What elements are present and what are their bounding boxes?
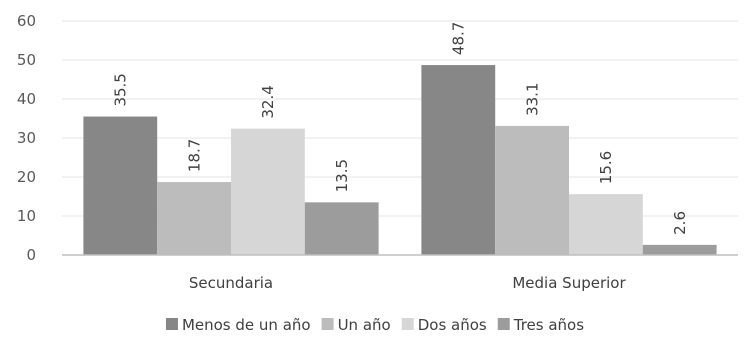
legend: Menos de un año Un año Dos años Tres años xyxy=(165,316,584,334)
legend-swatch xyxy=(497,318,510,330)
y-axis: 0 10 20 30 40 50 60 xyxy=(17,12,36,264)
legend-item: Un año xyxy=(321,316,391,334)
legend-item: Dos años xyxy=(401,316,487,334)
y-tick-label: 60 xyxy=(17,12,36,30)
legend-label: Un año xyxy=(338,316,391,334)
legend-swatch xyxy=(321,318,334,330)
y-tick-label: 50 xyxy=(17,51,36,69)
bar xyxy=(642,244,717,255)
data-label: 48.7 xyxy=(450,22,468,55)
legend-swatch xyxy=(165,318,178,330)
data-label: 35.5 xyxy=(112,73,130,106)
bar xyxy=(569,194,643,255)
data-label: 33.1 xyxy=(523,83,541,116)
bars xyxy=(83,65,717,255)
data-label: 13.5 xyxy=(333,159,351,192)
legend-item: Tres años xyxy=(497,316,584,334)
bar xyxy=(304,202,379,255)
legend-label: Tres años xyxy=(513,316,584,334)
bar xyxy=(157,182,231,255)
category-label: Media Superior xyxy=(512,274,626,292)
data-label: 18.7 xyxy=(185,139,203,172)
bar xyxy=(421,65,496,255)
y-tick-label: 10 xyxy=(17,207,36,225)
bar xyxy=(495,125,569,255)
data-labels: 35.5 18.7 32.4 13.5 48.7 33.1 15.6 2.6 xyxy=(112,22,689,235)
y-tick-label: 20 xyxy=(17,168,36,186)
legend-label: Dos años xyxy=(418,316,487,334)
legend-item: Menos de un año xyxy=(165,316,311,334)
data-label: 15.6 xyxy=(597,151,615,184)
bar xyxy=(83,116,158,255)
category-label: Secundaria xyxy=(189,274,273,292)
y-tick-label: 30 xyxy=(17,129,36,147)
y-tick-label: 0 xyxy=(26,246,36,264)
legend-label: Menos de un año xyxy=(182,316,311,334)
data-label: 32.4 xyxy=(259,85,277,118)
legend-swatch xyxy=(401,318,414,330)
bar xyxy=(231,128,305,255)
x-axis: Secundaria Media Superior xyxy=(189,274,627,292)
y-tick-label: 40 xyxy=(17,90,36,108)
data-label: 2.6 xyxy=(671,211,689,235)
